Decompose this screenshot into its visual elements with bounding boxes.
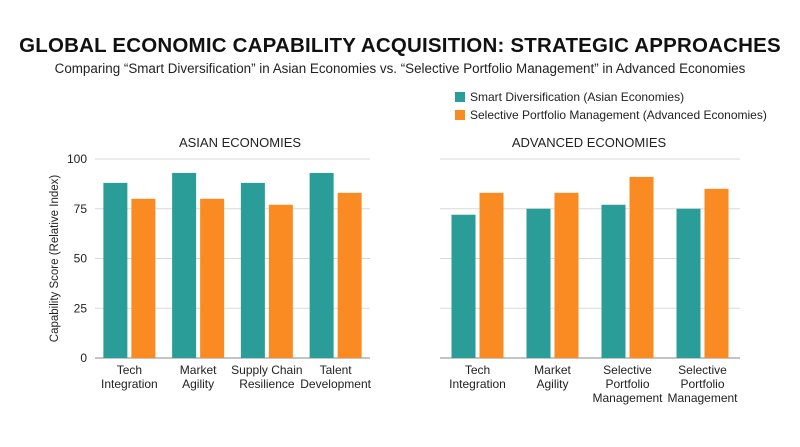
bar-selective-portfolio <box>479 192 504 358</box>
x-tick-label: Selective <box>603 363 652 377</box>
x-tick-label: Agility <box>536 377 568 391</box>
bar-selective-portfolio <box>268 204 293 358</box>
legend: Smart Diversification (Asian Economies) … <box>455 88 767 124</box>
chart-subtitle: Comparing “Smart Diversification” in Asi… <box>54 61 746 76</box>
bar-selective-portfolio <box>200 198 225 358</box>
y-axis-label: Capability Score (Relative Index) <box>49 175 61 343</box>
x-tick-label: Tech <box>465 363 490 377</box>
legend-swatch-orange <box>455 110 465 120</box>
y-tick-label: 100 <box>67 152 87 166</box>
x-tick-label: Portfolio <box>605 377 649 391</box>
panel-title: ADVANCED ECONOMIES <box>512 135 667 150</box>
legend-item-selective-portfolio: Selective Portfolio Management (Advanced… <box>455 106 767 124</box>
bar-selective-portfolio <box>629 176 654 358</box>
bar-smart-diversification <box>240 182 265 358</box>
x-tick-label: Agility <box>182 377 214 391</box>
x-tick-label: Market <box>180 363 217 377</box>
bar-smart-diversification <box>526 208 551 358</box>
bar-smart-diversification <box>172 172 197 358</box>
bar-smart-diversification <box>309 172 334 358</box>
bar-smart-diversification <box>676 208 701 358</box>
bar-selective-portfolio <box>337 192 362 358</box>
legend-label: Selective Portfolio Management (Advanced… <box>470 108 767 122</box>
bar-selective-portfolio <box>704 188 729 358</box>
x-tick-label: Talent <box>320 363 353 377</box>
y-tick-label: 50 <box>74 252 88 266</box>
legend-label: Smart Diversification (Asian Economies) <box>470 90 685 104</box>
x-tick-label: Portfolio <box>680 377 724 391</box>
x-tick-label: Development <box>300 377 371 391</box>
x-tick-label: Management <box>667 391 738 405</box>
x-tick-label: Selective <box>678 363 727 377</box>
bar-smart-diversification <box>601 204 626 358</box>
panel-title: ASIAN ECONOMIES <box>179 135 301 150</box>
chart-title: GLOBAL ECONOMIC CAPABILITY ACQUISITION: … <box>19 34 781 57</box>
legend-swatch-teal <box>455 92 465 102</box>
legend-item-smart-diversification: Smart Diversification (Asian Economies) <box>455 88 767 106</box>
bar-selective-portfolio <box>131 198 156 358</box>
bar-selective-portfolio <box>554 192 579 358</box>
x-tick-label: Supply Chain <box>231 363 302 377</box>
x-tick-label: Integration <box>449 377 506 391</box>
y-tick-label: 0 <box>80 351 87 365</box>
y-tick-label: 25 <box>74 301 88 315</box>
bar-smart-diversification <box>103 182 128 358</box>
x-tick-label: Resilience <box>239 377 295 391</box>
x-tick-label: Integration <box>101 377 158 391</box>
x-tick-label: Market <box>534 363 571 377</box>
x-tick-label: Management <box>592 391 663 405</box>
y-tick-label: 75 <box>74 202 88 216</box>
bar-smart-diversification <box>451 214 476 358</box>
x-tick-label: Tech <box>117 363 142 377</box>
